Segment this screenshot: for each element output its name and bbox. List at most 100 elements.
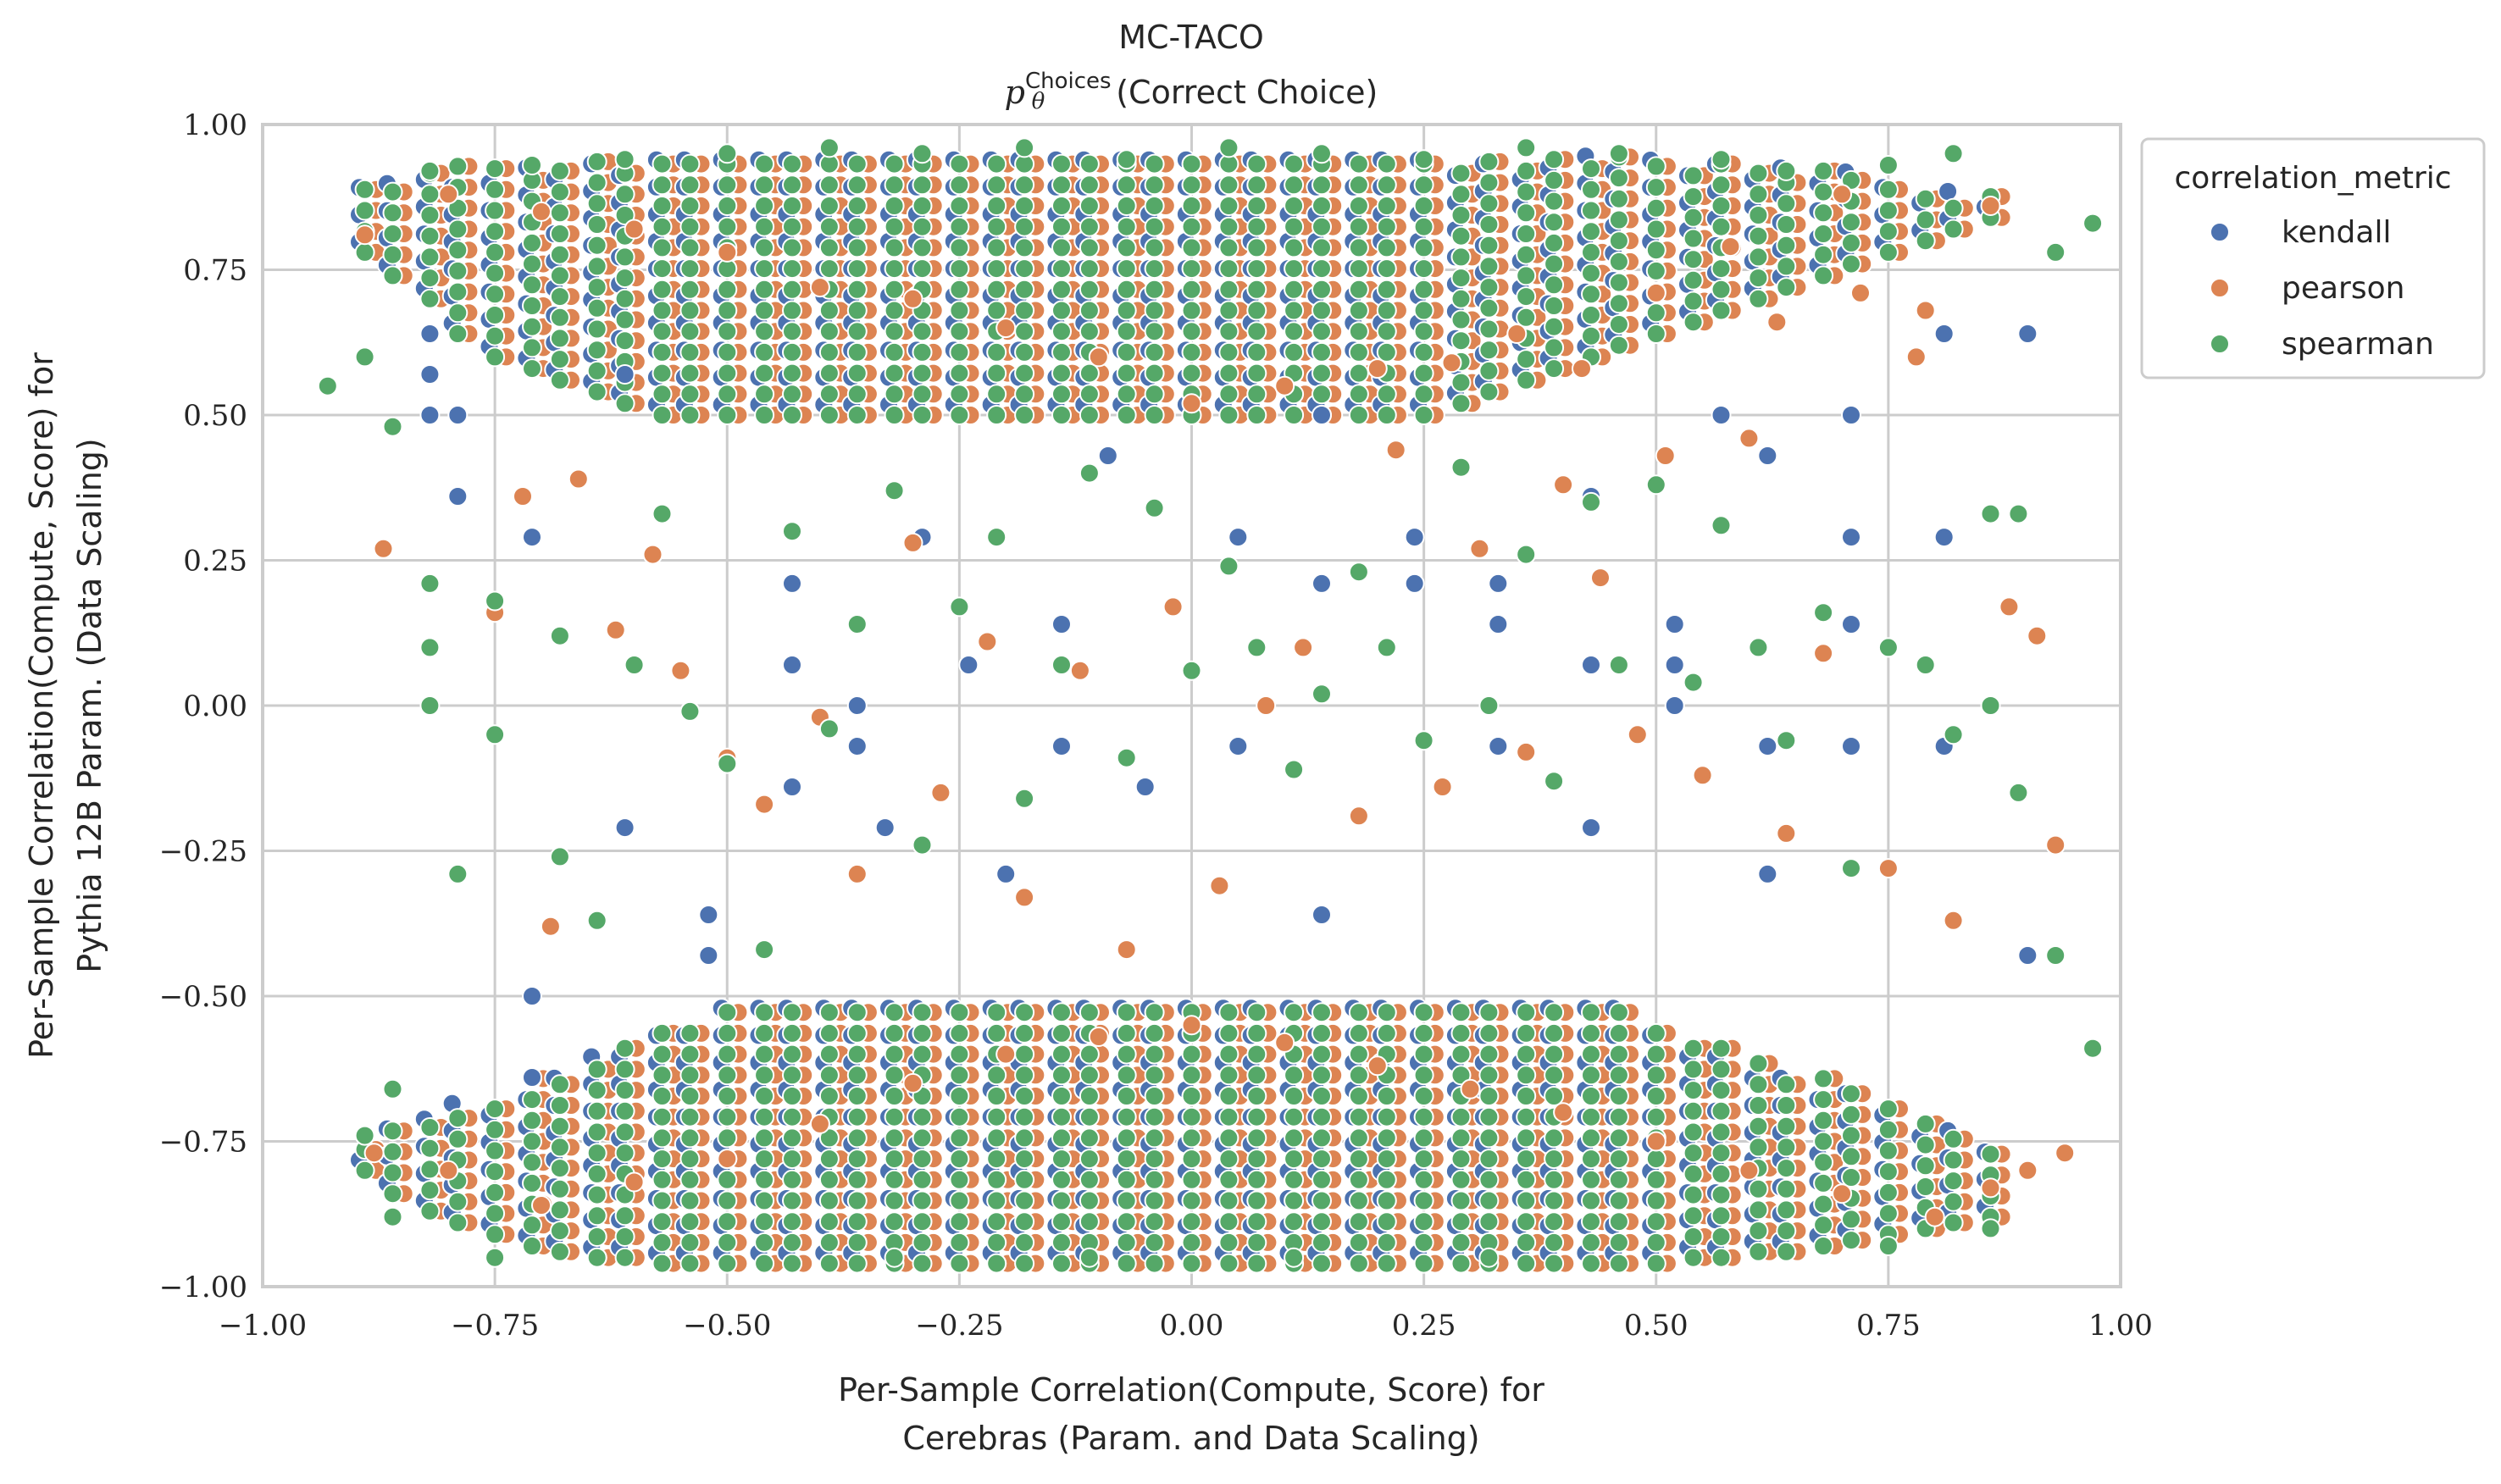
x-tick-label: 0.50 bbox=[1624, 1309, 1689, 1343]
point-spearman bbox=[1284, 237, 1305, 258]
point-spearman bbox=[782, 258, 802, 280]
point-spearman bbox=[1348, 562, 1369, 583]
point-spearman bbox=[1413, 730, 1434, 751]
point-spearman bbox=[1748, 268, 1769, 289]
point-spearman bbox=[1645, 1253, 1666, 1274]
point-spearman bbox=[1246, 363, 1267, 384]
point-spearman bbox=[1544, 358, 1565, 379]
point-spearman bbox=[754, 321, 775, 342]
point-spearman bbox=[818, 258, 840, 280]
point-spearman bbox=[1776, 214, 1797, 235]
point-spearman bbox=[1581, 1169, 1601, 1190]
point-spearman bbox=[949, 279, 970, 300]
point-kendall bbox=[1841, 614, 1861, 634]
point-pearson bbox=[513, 486, 533, 507]
point-spearman bbox=[1711, 1247, 1732, 1268]
point-spearman bbox=[846, 1065, 868, 1086]
point-spearman bbox=[1079, 1065, 1100, 1086]
point-spearman bbox=[949, 1106, 970, 1127]
point-spearman bbox=[1813, 1131, 1834, 1152]
point-spearman bbox=[652, 216, 673, 237]
point-spearman bbox=[1943, 1149, 1964, 1171]
point-spearman bbox=[1413, 174, 1434, 196]
point-kendall bbox=[614, 364, 635, 385]
point-pearson bbox=[1069, 660, 1090, 681]
point-spearman bbox=[549, 349, 570, 370]
point-spearman bbox=[884, 1106, 905, 1127]
point-spearman bbox=[912, 321, 933, 342]
point-spearman bbox=[1450, 184, 1472, 205]
point-spearman bbox=[1116, 1022, 1137, 1044]
point-spearman bbox=[1413, 1086, 1434, 1106]
point-spearman bbox=[549, 1137, 570, 1158]
point-spearman bbox=[1711, 1100, 1732, 1121]
point-spearman bbox=[1915, 209, 1936, 230]
point-spearman bbox=[1312, 1149, 1332, 1170]
point-pearson bbox=[568, 468, 589, 490]
point-spearman bbox=[549, 625, 570, 646]
point-spearman bbox=[949, 1232, 970, 1253]
point-spearman bbox=[1284, 300, 1305, 321]
point-spearman bbox=[1376, 258, 1397, 280]
point-spearman bbox=[846, 1169, 868, 1190]
point-spearman bbox=[1608, 209, 1629, 230]
point-spearman bbox=[1748, 163, 1769, 184]
point-spearman bbox=[382, 202, 403, 224]
point-spearman bbox=[1246, 1232, 1267, 1253]
point-spearman bbox=[1544, 274, 1565, 296]
point-spearman bbox=[846, 1044, 868, 1065]
point-spearman bbox=[382, 1141, 403, 1162]
point-spearman bbox=[1544, 296, 1565, 316]
point-spearman bbox=[1711, 174, 1732, 196]
point-spearman bbox=[986, 341, 1007, 363]
point-pearson bbox=[717, 1149, 738, 1170]
point-spearman bbox=[1218, 258, 1239, 280]
point-pearson bbox=[995, 318, 1017, 339]
point-pearson bbox=[1209, 875, 1230, 896]
point-spearman bbox=[1915, 1113, 1936, 1134]
point-spearman bbox=[1181, 300, 1202, 321]
point-spearman bbox=[846, 1127, 868, 1149]
point-spearman bbox=[782, 1127, 802, 1149]
y-tick-label: 0.00 bbox=[183, 689, 247, 723]
point-spearman bbox=[1478, 1149, 1500, 1170]
point-spearman bbox=[986, 216, 1007, 237]
point-spearman bbox=[1246, 637, 1267, 658]
point-spearman bbox=[1581, 1232, 1601, 1253]
point-spearman bbox=[1246, 1022, 1267, 1044]
point-kendall bbox=[698, 945, 719, 966]
legend-label-kendall: kendall bbox=[2282, 215, 2391, 250]
point-spearman bbox=[1218, 1127, 1239, 1149]
point-spearman bbox=[1516, 1086, 1537, 1106]
point-spearman bbox=[1608, 1044, 1629, 1065]
point-spearman bbox=[614, 1143, 635, 1164]
point-spearman bbox=[912, 1002, 933, 1023]
point-spearman bbox=[485, 200, 506, 221]
point-pearson bbox=[1776, 822, 1797, 844]
point-spearman bbox=[1051, 1253, 1072, 1274]
point-spearman bbox=[912, 363, 933, 384]
point-spearman bbox=[1581, 158, 1601, 180]
point-kendall bbox=[522, 986, 542, 1006]
point-spearman bbox=[549, 160, 570, 181]
point-spearman bbox=[549, 307, 570, 328]
point-spearman bbox=[1841, 1167, 1861, 1188]
point-spearman bbox=[846, 1190, 868, 1211]
point-spearman bbox=[1544, 316, 1565, 337]
point-spearman bbox=[1181, 321, 1202, 342]
point-spearman bbox=[884, 1190, 905, 1211]
point-spearman bbox=[1348, 1086, 1369, 1106]
point-spearman bbox=[652, 503, 673, 524]
point-spearman bbox=[949, 384, 970, 405]
point-spearman bbox=[1645, 219, 1666, 240]
chart-subtitle: pChoices θ (Correct Choice) bbox=[1005, 69, 1378, 114]
point-pearson bbox=[624, 219, 645, 240]
point-spearman bbox=[754, 1232, 775, 1253]
point-pearson bbox=[1832, 184, 1853, 205]
point-spearman bbox=[549, 1095, 570, 1116]
point-spearman bbox=[1051, 237, 1072, 258]
point-spearman bbox=[1014, 405, 1035, 425]
point-spearman bbox=[1116, 363, 1137, 384]
point-spearman bbox=[818, 137, 840, 158]
point-spearman bbox=[1284, 216, 1305, 237]
